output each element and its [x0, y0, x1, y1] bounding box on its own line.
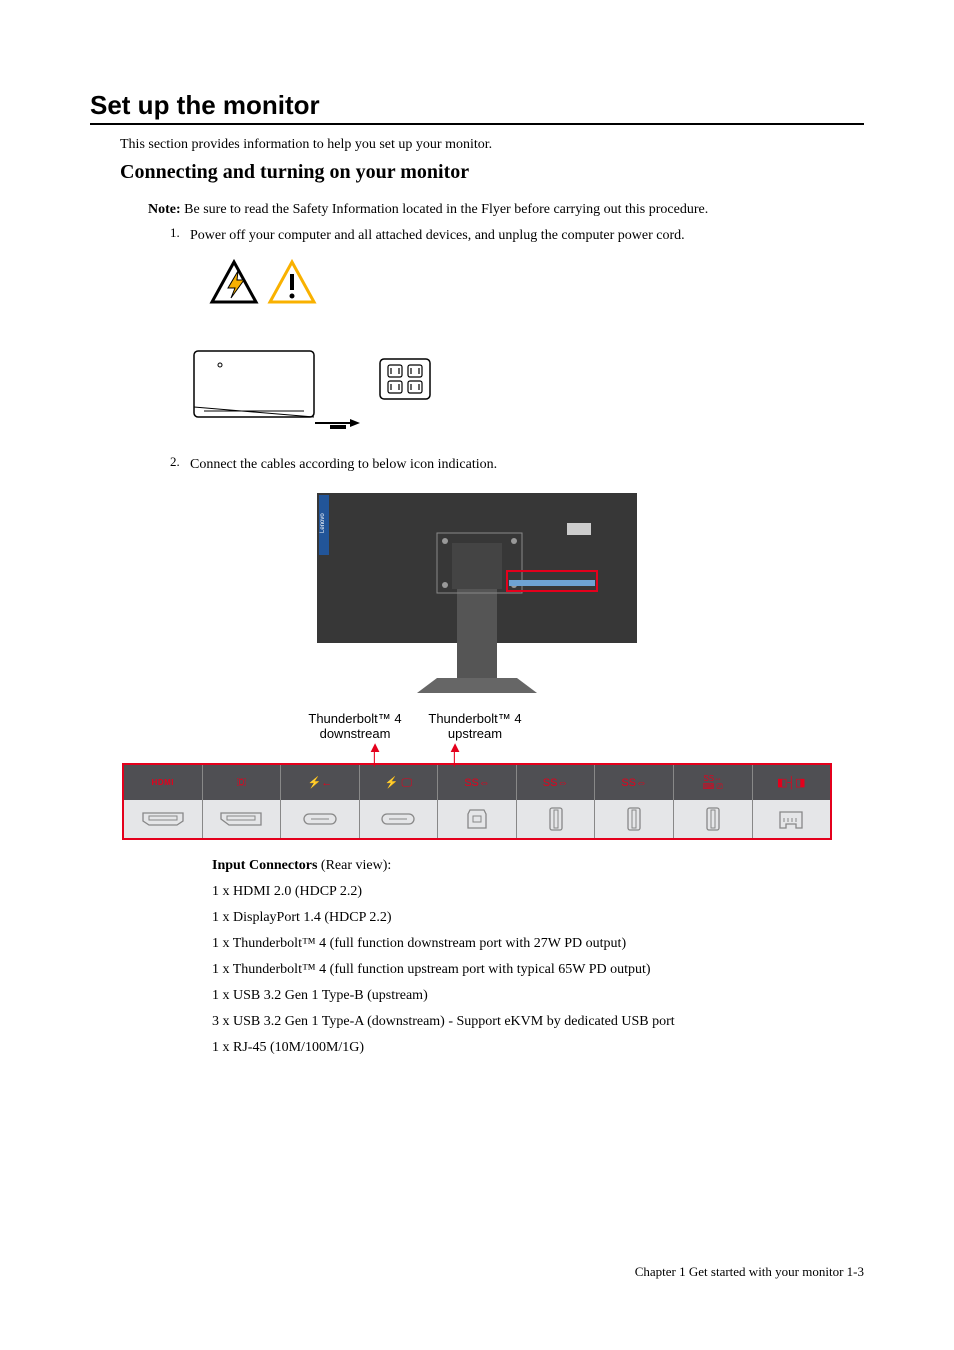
step-2: 2. Connect the cables according to below… — [190, 457, 864, 473]
port-row-shapes — [124, 800, 830, 838]
port-hdmi-shape — [124, 800, 203, 838]
port-usbb-shape — [438, 800, 517, 838]
svg-text:Lenovo: Lenovo — [320, 513, 326, 533]
page-footer: Chapter 1 Get started with your monitor … — [635, 1264, 864, 1280]
port-usba3-shape — [674, 800, 753, 838]
step-1-number: 1. — [170, 225, 180, 241]
power-diagram — [190, 345, 864, 435]
page-title: Set up the monitor — [90, 90, 864, 125]
port-usba1-label: SS⇔ — [517, 765, 596, 800]
step-1: 1. Power off your computer and all attac… — [190, 228, 864, 244]
port-dp-shape — [203, 800, 282, 838]
port-table: HDMI 🇩 ⚡← ⚡ 🖵 SS⇔ SS⇔ SS⇔ SS⇔ ⌨ ⎚ ◧┤◨ — [122, 763, 832, 840]
intro-text: This section provides information to hel… — [120, 137, 864, 153]
step-2-text: Connect the cables according to below ic… — [190, 457, 497, 472]
port-usba2-label: SS⇔ — [595, 765, 674, 800]
port-tb-down-shape — [281, 800, 360, 838]
step-2-number: 2. — [170, 454, 180, 470]
port-tb-up-label: ⚡ 🖵 — [360, 765, 439, 800]
step-1-text: Power off your computer and all attached… — [190, 228, 685, 243]
connector-line-5: 1 x USB 3.2 Gen 1 Type-B (upstream) — [212, 988, 864, 1004]
connector-line-6: 3 x USB 3.2 Gen 1 Type-A (downstream) - … — [212, 1014, 864, 1030]
tb-up-line1: Thunderbolt™ 4 — [428, 711, 521, 726]
port-tb-down-label: ⚡← — [281, 765, 360, 800]
port-rj45-label: ◧┤◨ — [753, 765, 831, 800]
connector-line-2: 1 x DisplayPort 1.4 (HDCP 2.2) — [212, 910, 864, 926]
port-tb-up-shape — [360, 800, 439, 838]
connectors-title-line: Input Connectors (Rear view): — [212, 858, 864, 874]
note-text: Be sure to read the Safety Information l… — [181, 202, 709, 217]
monitor-rear-figure: Lenovo — [297, 483, 657, 703]
note-label: Note: — [148, 202, 181, 217]
tb-upstream-label: Thunderbolt™ 4 upstream ▲│ — [410, 711, 540, 763]
subsection-title: Connecting and turning on your monitor — [120, 161, 864, 184]
note-paragraph: Note: Be sure to read the Safety Informa… — [148, 202, 864, 218]
port-row-labels: HDMI 🇩 ⚡← ⚡ 🖵 SS⇔ SS⇔ SS⇔ SS⇔ ⌨ ⎚ ◧┤◨ — [124, 765, 830, 800]
tb-up-arrow-icon: ▲│ — [370, 743, 540, 763]
connector-line-1: 1 x HDMI 2.0 (HDCP 2.2) — [212, 884, 864, 900]
connectors-suffix: (Rear view): — [317, 858, 391, 873]
connectors-title: Input Connectors — [212, 858, 317, 873]
port-usba1-shape — [517, 800, 596, 838]
port-ekvm-label: SS⇔ ⌨ ⎚ — [674, 765, 753, 800]
port-dp-label: 🇩 — [203, 765, 282, 800]
port-hdmi-label: HDMI — [124, 765, 203, 800]
connector-line-4: 1 x Thunderbolt™ 4 (full function upstre… — [212, 962, 864, 978]
connector-line-3: 1 x Thunderbolt™ 4 (full function downst… — [212, 936, 864, 952]
tb-down-line1: Thunderbolt™ 4 — [308, 711, 401, 726]
port-usba2-shape — [595, 800, 674, 838]
connector-line-7: 1 x RJ-45 (10M/100M/1G) — [212, 1040, 864, 1056]
thunderbolt-labels: Thunderbolt™ 4 downstream ▲│ Thunderbolt… — [290, 711, 864, 763]
port-rj45-shape — [753, 800, 831, 838]
warning-icons — [208, 258, 864, 315]
connectors-list: Input Connectors (Rear view): 1 x HDMI 2… — [212, 858, 864, 1056]
port-usbb-label: SS⇔ — [438, 765, 517, 800]
